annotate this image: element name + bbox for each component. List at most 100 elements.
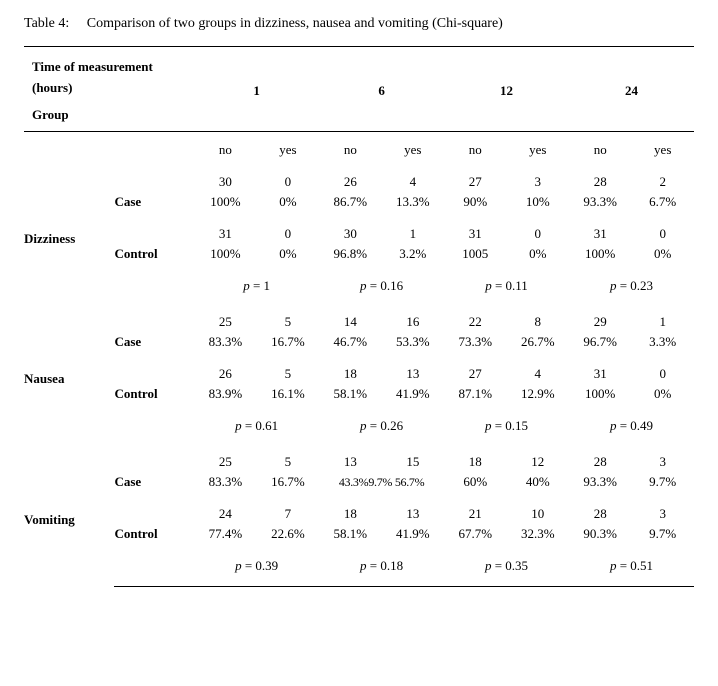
cell-count: 1 [382, 218, 444, 244]
cell-pvalue: p = 0.51 [569, 550, 694, 587]
cell-pct: 43.3%9.7% 56.7% [319, 472, 444, 498]
cell-count: 4 [382, 166, 444, 192]
cell-pvalue: p = 0.15 [444, 410, 569, 446]
table-row: Control77.4%22.6%58.1%41.9%67.7%32.3%90.… [24, 524, 694, 550]
table-row: Nausea2551416228291 [24, 306, 694, 332]
cell-pvalue: p = 0.35 [444, 550, 569, 587]
cell-pct: 87.1% [444, 384, 506, 410]
table-row-pvalue: p = 0.39p = 0.18p = 0.35p = 0.51 [24, 550, 694, 587]
cell-count: 18 [319, 358, 381, 384]
cell-pvalue: p = 0.18 [319, 550, 444, 587]
cell-pct: 6.7% [631, 192, 694, 218]
cell-pct: 58.1% [319, 524, 381, 550]
subhdr-6-no: no [319, 132, 381, 167]
table-row: Dizziness300264273282 [24, 166, 694, 192]
cell-count: 5 [257, 446, 319, 472]
cell-count: 3 [631, 446, 694, 472]
cell-count: 26 [194, 358, 256, 384]
cell-pct: 41.9% [382, 524, 444, 550]
cell-count: 26 [319, 166, 381, 192]
table-row: Vomiting25513151812283 [24, 446, 694, 472]
subhdr-1-no: no [194, 132, 256, 167]
cell-pct: 16.7% [257, 472, 319, 498]
cell-pct: 83.9% [194, 384, 256, 410]
cell-pct: 96.7% [569, 332, 631, 358]
subhdr-12-no: no [444, 132, 506, 167]
cell-count: 3 [631, 498, 694, 524]
group-label-control: Control [114, 244, 194, 270]
comparison-table: Time of measurement (hours) Group 1 6 12… [24, 46, 694, 587]
cell-count: 27 [444, 358, 506, 384]
cell-pvalue: p = 1 [194, 270, 319, 306]
cell-pct: 90% [444, 192, 506, 218]
cell-pct: 0% [507, 244, 569, 270]
cell-pvalue: p = 0.26 [319, 410, 444, 446]
cell-pvalue: p = 0.23 [569, 270, 694, 306]
cell-count: 30 [194, 166, 256, 192]
cell-pct: 0% [631, 384, 694, 410]
cell-count: 0 [507, 218, 569, 244]
table-row: Case83.3%16.7%46.7%53.3%73.3%26.7%96.7%3… [24, 332, 694, 358]
cell-count: 13 [382, 358, 444, 384]
header-time-24: 24 [569, 47, 694, 132]
cell-count: 31 [569, 358, 631, 384]
cell-pct: 12.9% [507, 384, 569, 410]
cell-pct: 10% [507, 192, 569, 218]
table-row-pvalue: p = 0.61p = 0.26p = 0.15p = 0.49 [24, 410, 694, 446]
cell-count: 3 [507, 166, 569, 192]
cell-count: 5 [257, 358, 319, 384]
cell-pct: 13.3% [382, 192, 444, 218]
table-row: Case83.3%16.7%43.3%9.7% 56.7%60%40%93.3%… [24, 472, 694, 498]
cell-pct: 77.4% [194, 524, 256, 550]
cell-pct: 16.7% [257, 332, 319, 358]
table-title: Comparison of two groups in dizziness, n… [87, 16, 503, 31]
cell-pct: 40% [507, 472, 569, 498]
header-group-label: Group [32, 105, 194, 126]
cell-count: 0 [257, 166, 319, 192]
cell-count: 0 [631, 218, 694, 244]
outcome-name: Nausea [24, 306, 114, 446]
cell-count: 31 [444, 218, 506, 244]
cell-count: 28 [569, 498, 631, 524]
cell-count: 30 [319, 218, 381, 244]
cell-pct: 0% [257, 192, 319, 218]
table-row: 2651813274310 [24, 358, 694, 384]
cell-count: 14 [319, 306, 381, 332]
cell-pvalue: p = 0.16 [319, 270, 444, 306]
header-time-and-group: Time of measurement (hours) Group [24, 47, 194, 132]
cell-count: 13 [319, 446, 381, 472]
table-row-pvalue: p = 1p = 0.16p = 0.11p = 0.23 [24, 270, 694, 306]
cell-pct: 83.3% [194, 332, 256, 358]
header-row-noyes: no yes no yes no yes no yes [24, 132, 694, 167]
cell-pct: 9.7% [631, 524, 694, 550]
group-label-control: Control [114, 524, 194, 550]
cell-count: 15 [382, 446, 444, 472]
cell-pct: 100% [569, 244, 631, 270]
cell-pct: 32.3% [507, 524, 569, 550]
cell-pvalue: p = 0.39 [194, 550, 319, 587]
cell-pct: 100% [569, 384, 631, 410]
header-time-12: 12 [444, 47, 569, 132]
cell-pct: 22.6% [257, 524, 319, 550]
cell-pct: 93.3% [569, 192, 631, 218]
cell-pct: 100% [194, 244, 256, 270]
table-row: 310301310310 [24, 218, 694, 244]
subhdr-12-yes: yes [507, 132, 569, 167]
subhdr-1-yes: yes [257, 132, 319, 167]
cell-count: 28 [569, 446, 631, 472]
cell-count: 28 [569, 166, 631, 192]
cell-count: 27 [444, 166, 506, 192]
cell-pct: 3.3% [631, 332, 694, 358]
cell-pct: 58.1% [319, 384, 381, 410]
cell-pct: 0% [257, 244, 319, 270]
cell-pct: 60% [444, 472, 506, 498]
cell-count: 31 [569, 218, 631, 244]
cell-pct: 1005 [444, 244, 506, 270]
cell-count: 2 [631, 166, 694, 192]
cell-pct: 41.9% [382, 384, 444, 410]
cell-count: 18 [319, 498, 381, 524]
cell-pct: 90.3% [569, 524, 631, 550]
cell-pct: 26.7% [507, 332, 569, 358]
cell-count: 16 [382, 306, 444, 332]
cell-count: 8 [507, 306, 569, 332]
